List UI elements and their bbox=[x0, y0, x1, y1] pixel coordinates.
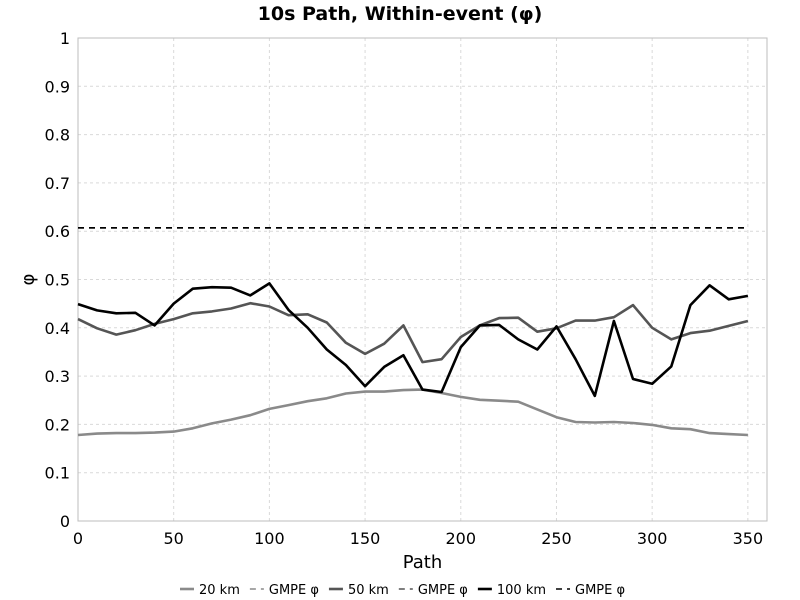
legend-label: GMPE φ bbox=[575, 583, 625, 598]
y-tick-label: 1 bbox=[60, 29, 70, 48]
x-tick-label: 50 bbox=[164, 529, 184, 548]
x-axis-label: Path bbox=[403, 552, 443, 573]
legend-label: GMPE φ bbox=[418, 583, 468, 598]
plot-area bbox=[77, 37, 768, 522]
legend-item: GMPE φ bbox=[398, 583, 468, 598]
legend-label: GMPE φ bbox=[269, 583, 319, 598]
y-tick-label: 0.1 bbox=[45, 464, 70, 483]
x-tick-label: 100 bbox=[254, 529, 285, 548]
y-tick-label: 0 bbox=[60, 512, 70, 531]
series-line-4 bbox=[77, 282, 749, 398]
y-tick-label: 0.6 bbox=[45, 222, 70, 241]
legend: 20 km GMPE φ 50 km GMPE φ 100 km GMPE φ bbox=[180, 583, 625, 598]
series-line-2 bbox=[77, 301, 749, 364]
x-tick-label: 350 bbox=[733, 529, 764, 548]
legend-label: 20 km bbox=[199, 583, 240, 598]
legend-item: GMPE φ bbox=[249, 583, 319, 598]
y-tick-label: 0.3 bbox=[45, 367, 70, 386]
y-axis-label: φ bbox=[18, 274, 39, 286]
x-tick-label: 150 bbox=[350, 529, 381, 548]
legend-label: 100 km bbox=[497, 583, 546, 598]
x-tick-label: 250 bbox=[541, 529, 572, 548]
legend-item: 100 km bbox=[477, 583, 546, 598]
y-tick-label: 0.2 bbox=[45, 415, 70, 434]
series-layer bbox=[77, 227, 749, 437]
chart-title: 10s Path, Within-event (φ) bbox=[258, 3, 543, 25]
x-tick-label: 300 bbox=[637, 529, 668, 548]
x-axis-ticks: 0 50 100 150 200 250 300 350 bbox=[73, 529, 763, 548]
y-tick-label: 0.8 bbox=[45, 126, 70, 145]
legend-item: 50 km bbox=[328, 583, 389, 598]
y-tick-label: 0.7 bbox=[45, 174, 70, 193]
legend-item: GMPE φ bbox=[556, 583, 625, 598]
x-tick-label: 200 bbox=[446, 529, 477, 548]
legend-label: 50 km bbox=[348, 583, 389, 598]
y-tick-label: 0.9 bbox=[45, 77, 70, 96]
grid bbox=[77, 37, 767, 522]
series-line-0 bbox=[77, 388, 748, 437]
y-axis-ticks: 0 0.1 0.2 0.3 0.4 0.5 0.6 0.7 0.8 0.9 1 bbox=[45, 29, 70, 531]
y-tick-label: 0.4 bbox=[45, 319, 70, 338]
x-tick-label: 0 bbox=[73, 529, 83, 548]
legend-item: 20 km bbox=[180, 583, 240, 598]
y-tick-label: 0.5 bbox=[45, 271, 70, 290]
